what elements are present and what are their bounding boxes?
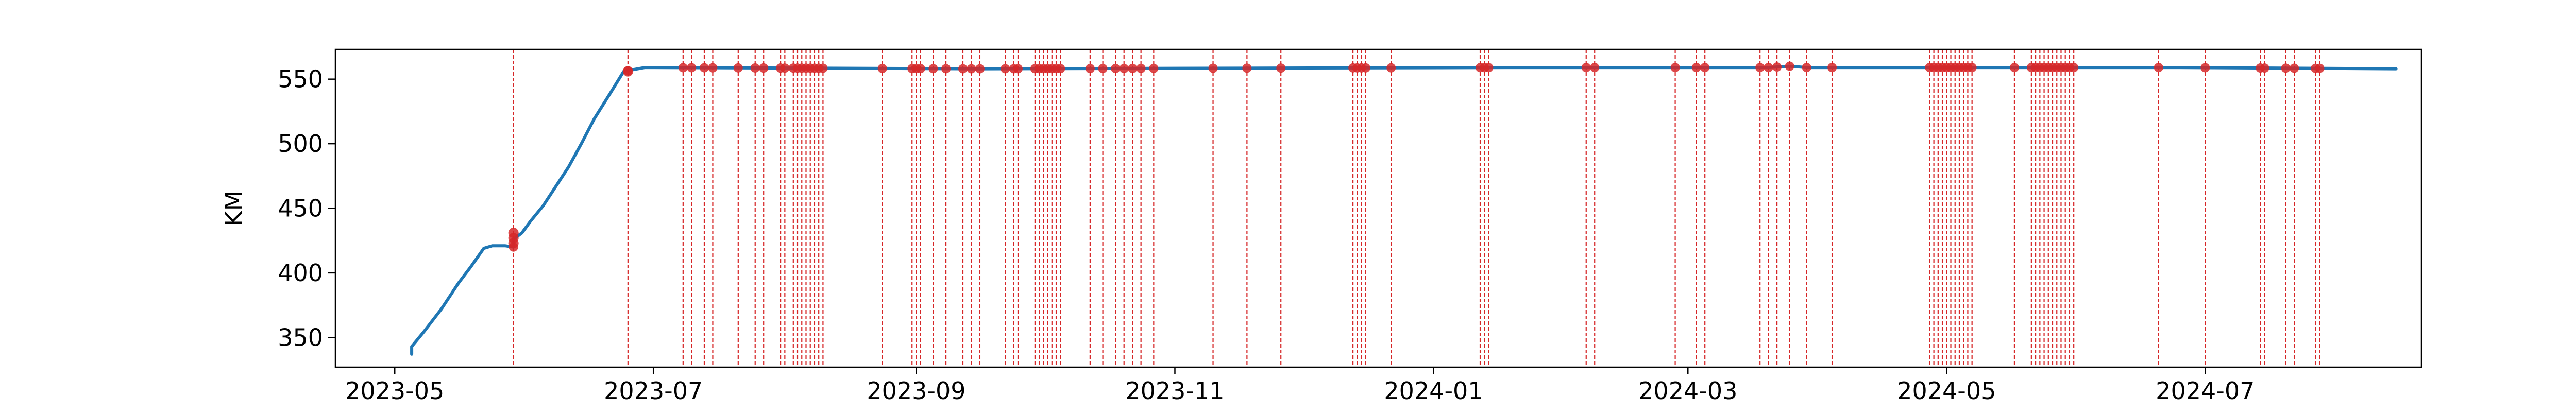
event-marker xyxy=(1755,63,1765,73)
event-marker xyxy=(928,64,938,74)
event-marker xyxy=(2154,63,2163,73)
event-marker xyxy=(1670,63,1680,73)
event-markers xyxy=(508,61,2325,252)
event-marker xyxy=(1208,63,1218,73)
event-marker xyxy=(1827,63,1837,73)
event-marker xyxy=(708,63,718,73)
plot-frame xyxy=(334,48,2422,368)
y-tick-label: 500 xyxy=(278,130,323,158)
x-tick-label: 2023-05 xyxy=(345,377,444,405)
x-tick-label: 2023-11 xyxy=(1125,377,1224,405)
x-tick-label: 2024-05 xyxy=(1897,377,1996,405)
data-marker xyxy=(622,66,633,77)
event-marker xyxy=(1111,63,1121,73)
event-marker xyxy=(1136,63,1146,73)
axes: 2023-05 2023-07 2023-09 2023-11 2024-01 2024-… xyxy=(278,65,2255,405)
x-tick-label: 2023-07 xyxy=(604,377,703,405)
event-marker xyxy=(733,63,743,73)
event-marker xyxy=(1967,63,1977,73)
event-marker xyxy=(1590,63,1600,73)
event-marker xyxy=(1802,63,1811,73)
event-marker xyxy=(1361,63,1370,73)
y-axis-label: KM xyxy=(220,191,248,227)
event-marker xyxy=(1386,63,1396,73)
event-marker xyxy=(1098,64,1108,74)
event-marker xyxy=(916,64,925,74)
y-tick-label: 350 xyxy=(278,323,323,351)
event-marker xyxy=(780,63,790,73)
x-tick-label: 2024-03 xyxy=(1638,377,1737,405)
event-marker xyxy=(678,63,688,73)
event-marker xyxy=(1772,62,1782,72)
event-marker xyxy=(1785,61,1794,71)
event-marker xyxy=(1691,63,1701,73)
x-tick-label: 2024-07 xyxy=(2156,377,2255,405)
event-marker xyxy=(1276,63,1286,73)
event-marker xyxy=(1581,63,1591,73)
y-tick-label: 450 xyxy=(278,195,323,222)
event-marker xyxy=(1484,63,1494,73)
event-marker xyxy=(699,63,709,73)
y-tick-label: 550 xyxy=(278,65,323,93)
event-marker xyxy=(2281,63,2291,73)
event-marker xyxy=(1085,64,1095,74)
event-marker xyxy=(687,63,697,73)
event-marker xyxy=(877,63,887,73)
event-lines xyxy=(513,49,2320,367)
x-tick-label: 2023-09 xyxy=(867,377,965,405)
event-marker xyxy=(941,64,951,74)
event-marker xyxy=(2009,63,2019,73)
data-marker xyxy=(508,228,519,238)
event-marker xyxy=(1056,64,1065,74)
event-marker xyxy=(818,63,828,73)
event-marker xyxy=(975,64,985,74)
event-marker xyxy=(1700,63,1710,73)
event-marker xyxy=(2260,63,2269,73)
x-tick-label: 2024-01 xyxy=(1384,377,1483,405)
y-tick-label: 400 xyxy=(278,259,323,287)
event-marker xyxy=(1013,64,1023,74)
event-marker xyxy=(2200,63,2210,73)
event-marker xyxy=(1149,63,1159,73)
event-marker xyxy=(1242,63,1252,73)
event-marker xyxy=(967,64,976,74)
event-marker xyxy=(958,64,968,74)
event-marker xyxy=(2069,63,2079,73)
event-marker xyxy=(750,63,760,73)
event-marker xyxy=(1764,63,1773,73)
event-marker xyxy=(2315,63,2325,73)
event-marker xyxy=(2290,63,2299,73)
event-marker xyxy=(759,63,769,73)
event-marker xyxy=(1119,63,1129,73)
event-marker xyxy=(1001,64,1010,74)
event-marker xyxy=(1128,63,1138,73)
